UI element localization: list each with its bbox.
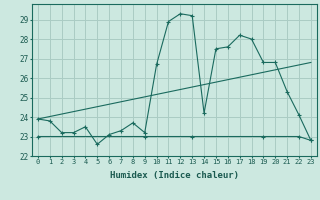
X-axis label: Humidex (Indice chaleur): Humidex (Indice chaleur): [110, 171, 239, 180]
